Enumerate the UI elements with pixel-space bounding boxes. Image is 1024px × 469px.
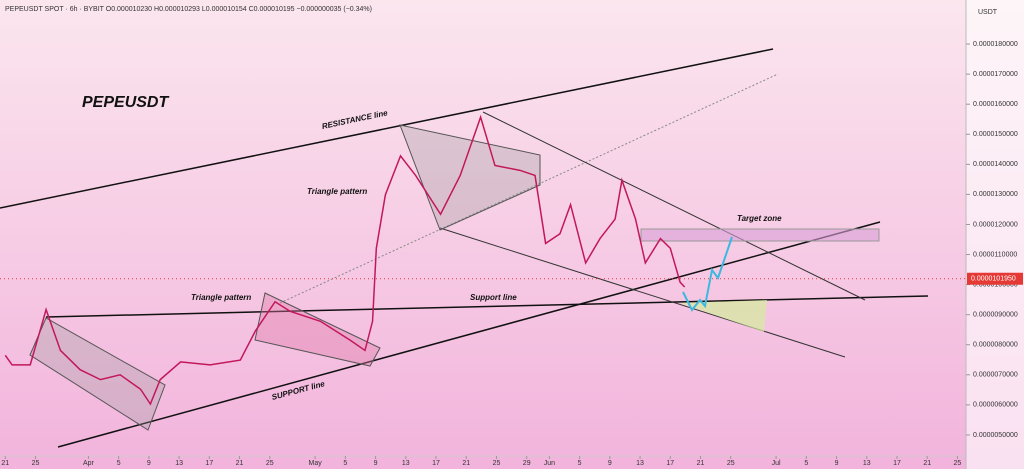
last-price-label: 0.0000101950 bbox=[971, 276, 1016, 283]
x-tick-label: 25 bbox=[954, 460, 962, 467]
x-tick-label: 5 bbox=[804, 460, 808, 467]
price-axis-panel bbox=[966, 0, 1024, 469]
y-tick-label: 0.0000100000 bbox=[973, 281, 1018, 288]
x-tick-label: Apr bbox=[83, 460, 95, 467]
channel-bottom bbox=[439, 227, 846, 358]
x-tick-label: 21 bbox=[697, 460, 705, 467]
triangle-pattern-2 bbox=[399, 124, 541, 231]
last-price-tag bbox=[967, 272, 1023, 285]
y-tick-label: 0.0000070000 bbox=[973, 372, 1018, 379]
chart-title: PEPEUSDT bbox=[82, 94, 169, 111]
y-tick-label: 0.0000130000 bbox=[973, 191, 1018, 198]
y-tick-label: 0.0000170000 bbox=[973, 71, 1018, 78]
target-zone bbox=[640, 228, 880, 242]
x-tick-label: 9 bbox=[835, 460, 839, 467]
y-tick-label: 0.0000110000 bbox=[973, 251, 1017, 258]
x-tick-label: 21 bbox=[923, 460, 931, 467]
x-tick-label: 9 bbox=[374, 460, 378, 467]
annotation: Target zone bbox=[737, 214, 782, 223]
x-tick-label: 17 bbox=[666, 460, 674, 467]
y-tick-label: 0.0000060000 bbox=[973, 402, 1018, 409]
x-tick-label: May bbox=[309, 460, 323, 467]
x-tick-label: 13 bbox=[402, 460, 410, 467]
x-tick-label: 25 bbox=[727, 460, 735, 467]
x-tick-label: 17 bbox=[893, 460, 901, 467]
x-tick-label: Jul bbox=[772, 460, 781, 467]
green-zone bbox=[680, 300, 767, 332]
triangle-pattern-1 bbox=[254, 292, 381, 367]
x-tick-label: 21 bbox=[1, 460, 9, 467]
y-tick-label: 0.0000080000 bbox=[973, 342, 1018, 349]
x-tick-label: 25 bbox=[32, 460, 40, 467]
price-line bbox=[4, 114, 686, 406]
channel-top bbox=[482, 111, 866, 301]
y-tick-label: 0.0000140000 bbox=[973, 161, 1018, 168]
x-tick-label: 9 bbox=[147, 460, 151, 467]
x-tick-label: 21 bbox=[236, 460, 244, 467]
x-tick-label: 13 bbox=[863, 460, 871, 467]
y-tick-label: 0.0000150000 bbox=[973, 131, 1018, 138]
x-tick-label: 5 bbox=[117, 460, 121, 467]
x-tick-label: 21 bbox=[462, 460, 470, 467]
x-tick-label: 5 bbox=[578, 460, 582, 467]
y-tick-label: 0.0000120000 bbox=[973, 221, 1018, 228]
drawings bbox=[0, 48, 929, 448]
annotation: Triangle pattern bbox=[307, 187, 367, 196]
x-tick-label: 25 bbox=[266, 460, 274, 467]
support-horizontal bbox=[45, 295, 929, 318]
x-tick-label: 13 bbox=[175, 460, 183, 467]
y-tick-label: 0.0000160000 bbox=[973, 101, 1018, 108]
dotted-line bbox=[279, 73, 779, 304]
x-tick-label: 9 bbox=[608, 460, 612, 467]
unit-label: USDT bbox=[978, 9, 998, 16]
x-tick-label: Jun bbox=[544, 460, 555, 467]
annotation: Support line bbox=[470, 293, 517, 302]
x-tick-label: 17 bbox=[432, 460, 440, 467]
y-tick-label: 0.0000180000 bbox=[973, 41, 1018, 48]
x-tick-label: 17 bbox=[205, 460, 213, 467]
y-tick-label: 0.0000090000 bbox=[973, 312, 1018, 319]
header: PEPEUSDT SPOT · 6h · BYBIT O0.000010230 … bbox=[5, 6, 372, 13]
annotation: Triangle pattern bbox=[191, 293, 251, 302]
resistance-line bbox=[0, 48, 774, 209]
x-tick-label: 13 bbox=[636, 460, 644, 467]
x-tick-label: 5 bbox=[343, 460, 347, 467]
y-tick-label: 0.0000050000 bbox=[973, 432, 1018, 439]
x-tick-label: 25 bbox=[493, 460, 501, 467]
projection-path bbox=[682, 236, 733, 312]
support-trend-line bbox=[57, 221, 881, 448]
x-tick-label: 29 bbox=[523, 460, 531, 467]
